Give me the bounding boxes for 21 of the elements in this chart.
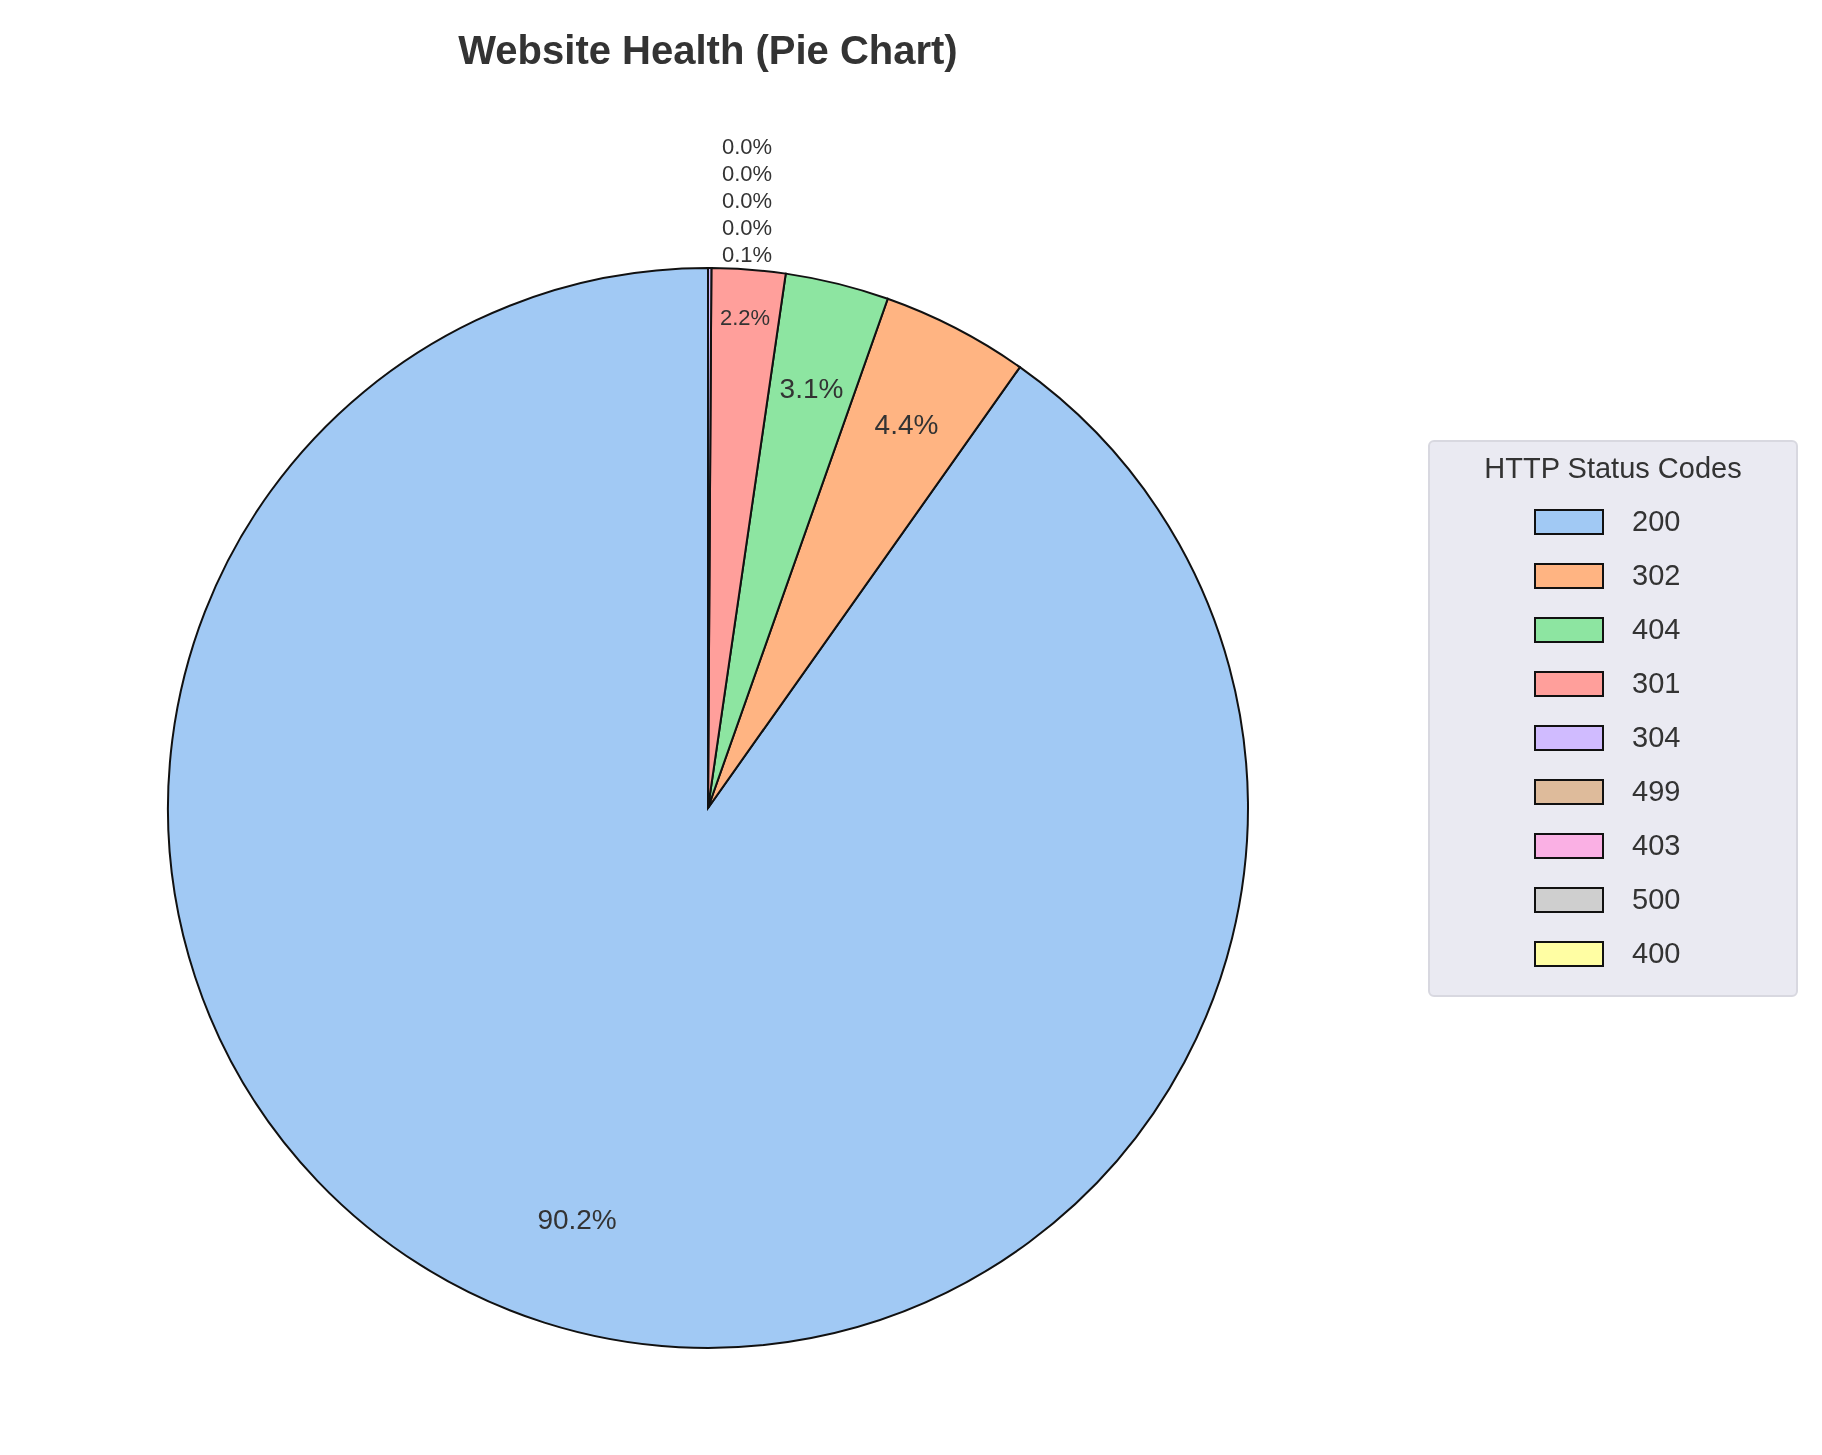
legend-label: 499: [1632, 775, 1682, 808]
data-label: 90.2%: [537, 1204, 617, 1236]
text: 0.0%: [722, 160, 773, 186]
legend-label: 301: [1632, 667, 1682, 700]
legend-label: 500: [1632, 883, 1682, 916]
data-label: 4.4%: [874, 408, 939, 440]
data-label: 3.1%: [779, 373, 844, 405]
text: 0.0%: [722, 133, 773, 159]
data-label: 2.2%: [719, 305, 771, 331]
chart-title: Website Health (Pie Chart): [457, 28, 959, 73]
legend-label: 400: [1632, 937, 1682, 970]
legend-title: HTTP Status Codes: [1483, 451, 1743, 485]
legend-label: 403: [1632, 829, 1682, 862]
legend-label: 200: [1632, 505, 1682, 538]
text: 0.0%: [722, 214, 773, 240]
legend-label: 302: [1632, 559, 1682, 592]
legend-label: 404: [1632, 613, 1682, 646]
text: 0.0%: [722, 187, 773, 213]
data-label: 0.1%: [722, 241, 773, 267]
legend-label: 304: [1632, 721, 1682, 754]
pie-slice: [167, 267, 1249, 1349]
